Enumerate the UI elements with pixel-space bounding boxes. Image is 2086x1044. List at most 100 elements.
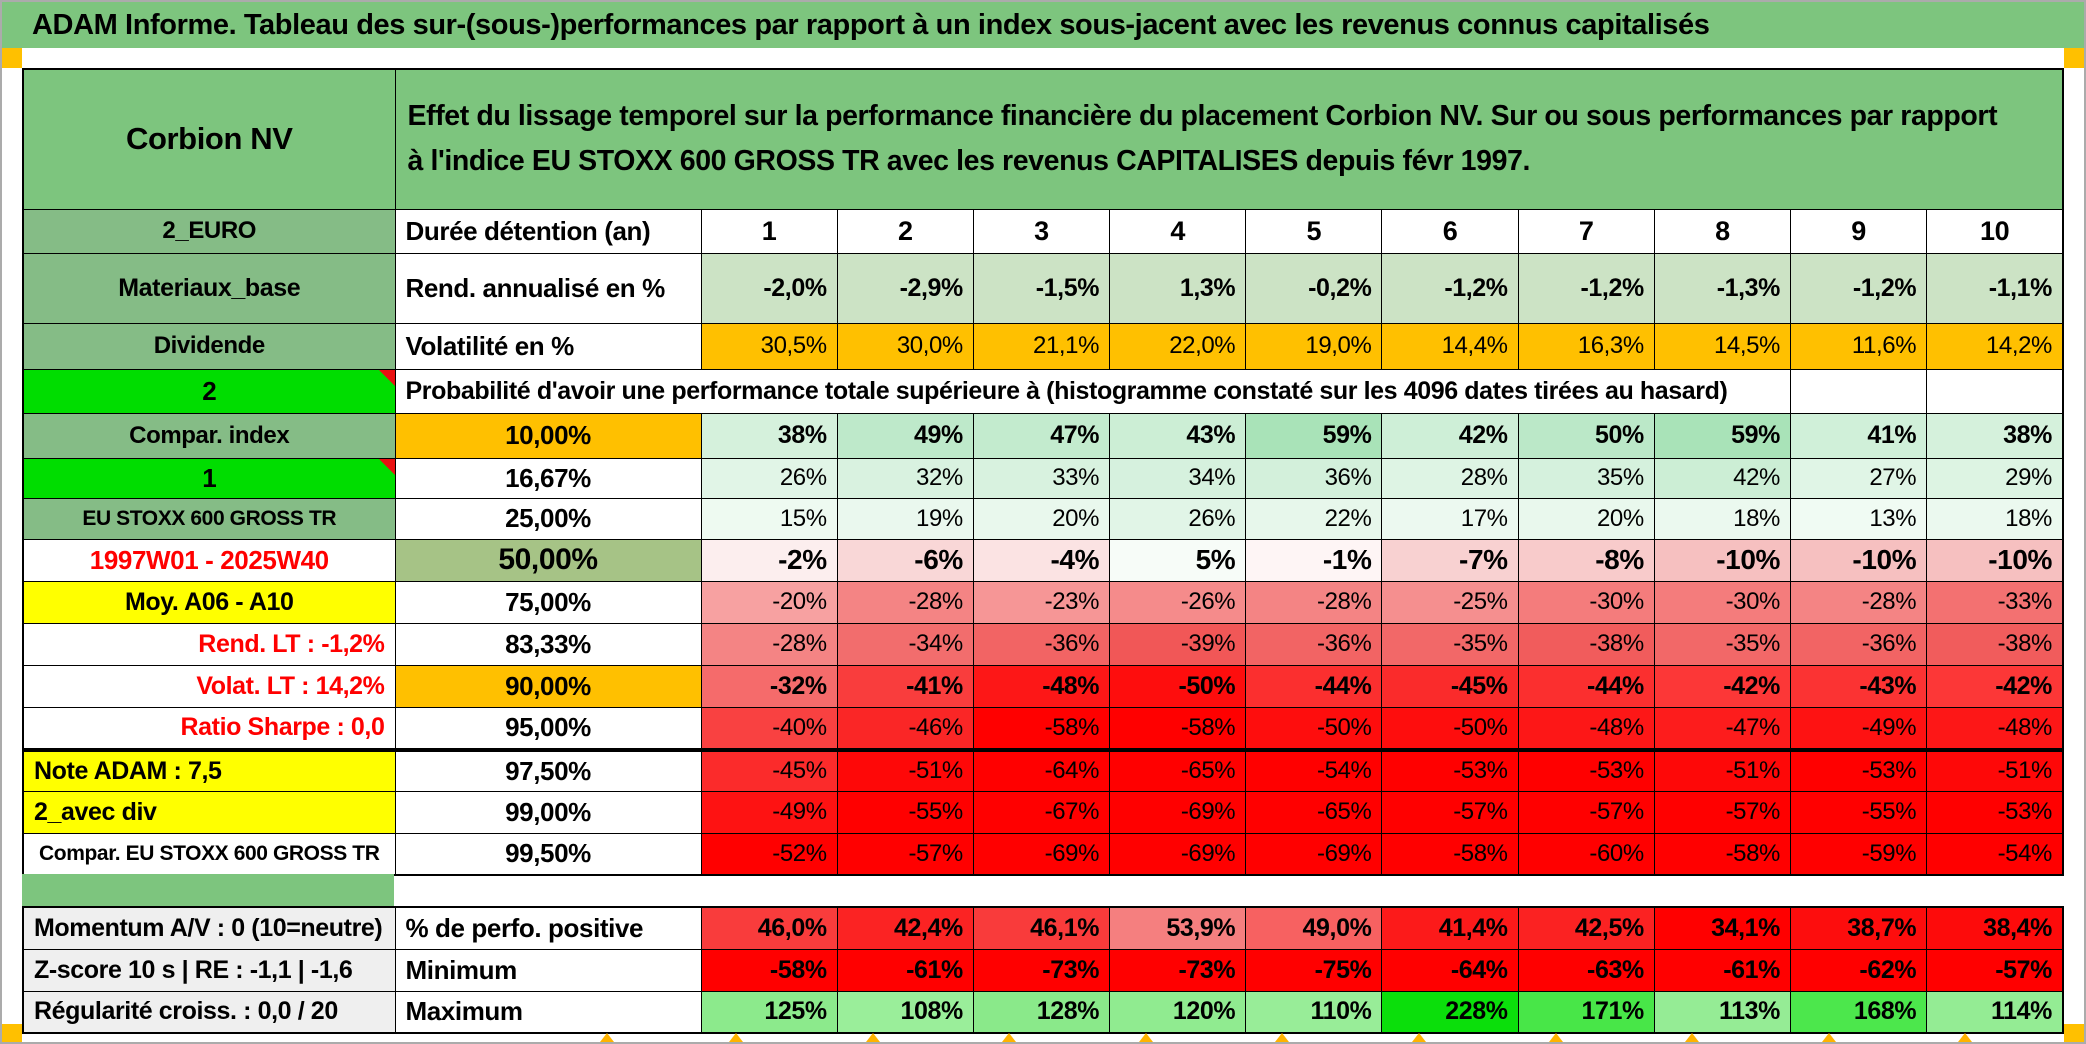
main-cell-2-9[interactable]: 14,2% — [1926, 322, 2064, 370]
main-row-0-label[interactable]: 2_EURO — [22, 208, 396, 254]
main-cell-1-7[interactable]: -1,3% — [1653, 252, 1792, 324]
main-cell-3-0[interactable] — [1789, 368, 1928, 414]
main-cell-6-2[interactable]: 20% — [972, 497, 1111, 540]
main-cell-2-2[interactable]: 21,1% — [972, 322, 1111, 370]
main-cell-13-5[interactable]: -57% — [1381, 790, 1519, 834]
main-cell-5-6[interactable]: 35% — [1517, 457, 1655, 499]
main-cell-12-9[interactable]: -51% — [1926, 749, 2064, 792]
main-cell-6-6[interactable]: 20% — [1517, 497, 1655, 540]
bottom-cell-1-5[interactable]: -64% — [1381, 948, 1519, 992]
main-row-1-head[interactable]: Rend. annualisé en % — [394, 252, 702, 324]
main-cell-4-1[interactable]: 49% — [836, 412, 974, 459]
main-cell-4-8[interactable]: 41% — [1789, 412, 1928, 459]
main-cell-12-3[interactable]: -65% — [1109, 749, 1247, 792]
main-cell-14-9[interactable]: -54% — [1926, 832, 2064, 876]
header-description-cell[interactable]: Effet du lissage temporel sur la perform… — [394, 68, 2064, 210]
main-cell-4-6[interactable]: 50% — [1517, 412, 1655, 459]
main-cell-13-3[interactable]: -69% — [1109, 790, 1247, 834]
main-cell-5-4[interactable]: 36% — [1245, 457, 1383, 499]
main-cell-4-7[interactable]: 59% — [1653, 412, 1792, 459]
bottom-cell-0-6[interactable]: 42,5% — [1517, 906, 1655, 950]
main-cell-0-6[interactable]: 7 — [1517, 208, 1655, 254]
main-cell-4-2[interactable]: 47% — [972, 412, 1111, 459]
main-cell-7-2[interactable]: -4% — [972, 538, 1111, 582]
main-cell-8-3[interactable]: -26% — [1109, 580, 1247, 624]
main-cell-8-9[interactable]: -33% — [1926, 580, 2064, 624]
bottom-cell-1-3[interactable]: -73% — [1109, 948, 1247, 992]
bottom-cell-0-0[interactable]: 46,0% — [700, 906, 838, 950]
main-cell-10-9[interactable]: -42% — [1926, 664, 2064, 708]
bottom-cell-2-5[interactable]: 228% — [1381, 990, 1519, 1034]
main-cell-12-5[interactable]: -53% — [1381, 749, 1519, 792]
main-cell-11-3[interactable]: -58% — [1109, 706, 1247, 752]
bottom-cell-0-1[interactable]: 42,4% — [836, 906, 974, 950]
main-cell-0-4[interactable]: 5 — [1245, 208, 1383, 254]
main-cell-13-6[interactable]: -57% — [1517, 790, 1655, 834]
product-name-cell[interactable]: Corbion NV — [22, 68, 396, 210]
main-cell-14-2[interactable]: -69% — [972, 832, 1111, 876]
main-cell-1-1[interactable]: -2,9% — [836, 252, 974, 324]
main-cell-11-5[interactable]: -50% — [1381, 706, 1519, 752]
main-cell-9-3[interactable]: -39% — [1109, 622, 1247, 666]
main-cell-11-7[interactable]: -47% — [1653, 706, 1792, 752]
main-cell-7-9[interactable]: -10% — [1926, 538, 2064, 582]
main-cell-14-5[interactable]: -58% — [1381, 832, 1519, 876]
bottom-cell-0-3[interactable]: 53,9% — [1109, 906, 1247, 950]
main-cell-7-3[interactable]: 5% — [1109, 538, 1247, 582]
main-cell-4-0[interactable]: 38% — [700, 412, 838, 459]
bottom-cell-2-9[interactable]: 114% — [1926, 990, 2064, 1034]
main-cell-10-1[interactable]: -41% — [836, 664, 974, 708]
main-cell-5-0[interactable]: 26% — [700, 457, 838, 499]
bottom-cell-1-7[interactable]: -61% — [1653, 948, 1792, 992]
main-cell-11-0[interactable]: -40% — [700, 706, 838, 752]
main-cell-2-8[interactable]: 11,6% — [1789, 322, 1928, 370]
main-cell-2-6[interactable]: 16,3% — [1517, 322, 1655, 370]
main-cell-10-3[interactable]: -50% — [1109, 664, 1247, 708]
main-row-0-head[interactable]: Durée détention (an) — [394, 208, 702, 254]
main-cell-9-0[interactable]: -28% — [700, 622, 838, 666]
main-cell-8-1[interactable]: -28% — [836, 580, 974, 624]
bottom-cell-1-8[interactable]: -62% — [1789, 948, 1928, 992]
main-cell-9-5[interactable]: -35% — [1381, 622, 1519, 666]
main-cell-11-9[interactable]: -48% — [1926, 706, 2064, 752]
bottom-cell-1-6[interactable]: -63% — [1517, 948, 1655, 992]
main-cell-7-6[interactable]: -8% — [1517, 538, 1655, 582]
main-cell-0-3[interactable]: 4 — [1109, 208, 1247, 254]
bottom-cell-1-4[interactable]: -75% — [1245, 948, 1383, 992]
main-cell-0-7[interactable]: 8 — [1653, 208, 1792, 254]
main-cell-14-8[interactable]: -59% — [1789, 832, 1928, 876]
main-cell-12-2[interactable]: -64% — [972, 749, 1111, 792]
main-cell-4-5[interactable]: 42% — [1381, 412, 1519, 459]
main-cell-7-0[interactable]: -2% — [700, 538, 838, 582]
main-cell-4-4[interactable]: 59% — [1245, 412, 1383, 459]
main-cell-8-0[interactable]: -20% — [700, 580, 838, 624]
main-cell-11-6[interactable]: -48% — [1517, 706, 1655, 752]
main-row-8-head[interactable]: 75,00% — [394, 580, 702, 624]
main-row-8-label[interactable]: Moy. A06 - A10 — [22, 580, 396, 624]
bottom-cell-2-8[interactable]: 168% — [1789, 990, 1928, 1034]
main-cell-10-8[interactable]: -43% — [1789, 664, 1928, 708]
main-cell-5-1[interactable]: 32% — [836, 457, 974, 499]
main-cell-0-0[interactable]: 1 — [700, 208, 838, 254]
main-cell-5-8[interactable]: 27% — [1789, 457, 1928, 499]
main-cell-7-4[interactable]: -1% — [1245, 538, 1383, 582]
main-cell-0-2[interactable]: 3 — [972, 208, 1111, 254]
main-cell-2-7[interactable]: 14,5% — [1653, 322, 1792, 370]
bottom-cell-0-9[interactable]: 38,4% — [1926, 906, 2064, 950]
main-cell-10-6[interactable]: -44% — [1517, 664, 1655, 708]
main-row-2-head[interactable]: Volatilité en % — [394, 322, 702, 370]
main-cell-2-0[interactable]: 30,5% — [700, 322, 838, 370]
main-row-1-label[interactable]: Materiaux_base — [22, 252, 396, 324]
bottom-cell-2-1[interactable]: 108% — [836, 990, 974, 1034]
bottom-cell-0-8[interactable]: 38,7% — [1789, 906, 1928, 950]
main-cell-11-1[interactable]: -46% — [836, 706, 974, 752]
main-cell-3-1[interactable] — [1926, 368, 2064, 414]
main-cell-6-0[interactable]: 15% — [700, 497, 838, 540]
main-cell-4-9[interactable]: 38% — [1926, 412, 2064, 459]
main-cell-10-7[interactable]: -42% — [1653, 664, 1792, 708]
bottom-cell-2-0[interactable]: 125% — [700, 990, 838, 1034]
main-cell-10-4[interactable]: -44% — [1245, 664, 1383, 708]
main-cell-13-8[interactable]: -55% — [1789, 790, 1928, 834]
main-cell-8-8[interactable]: -28% — [1789, 580, 1928, 624]
bottom-row-2-head[interactable]: Maximum — [394, 990, 702, 1034]
